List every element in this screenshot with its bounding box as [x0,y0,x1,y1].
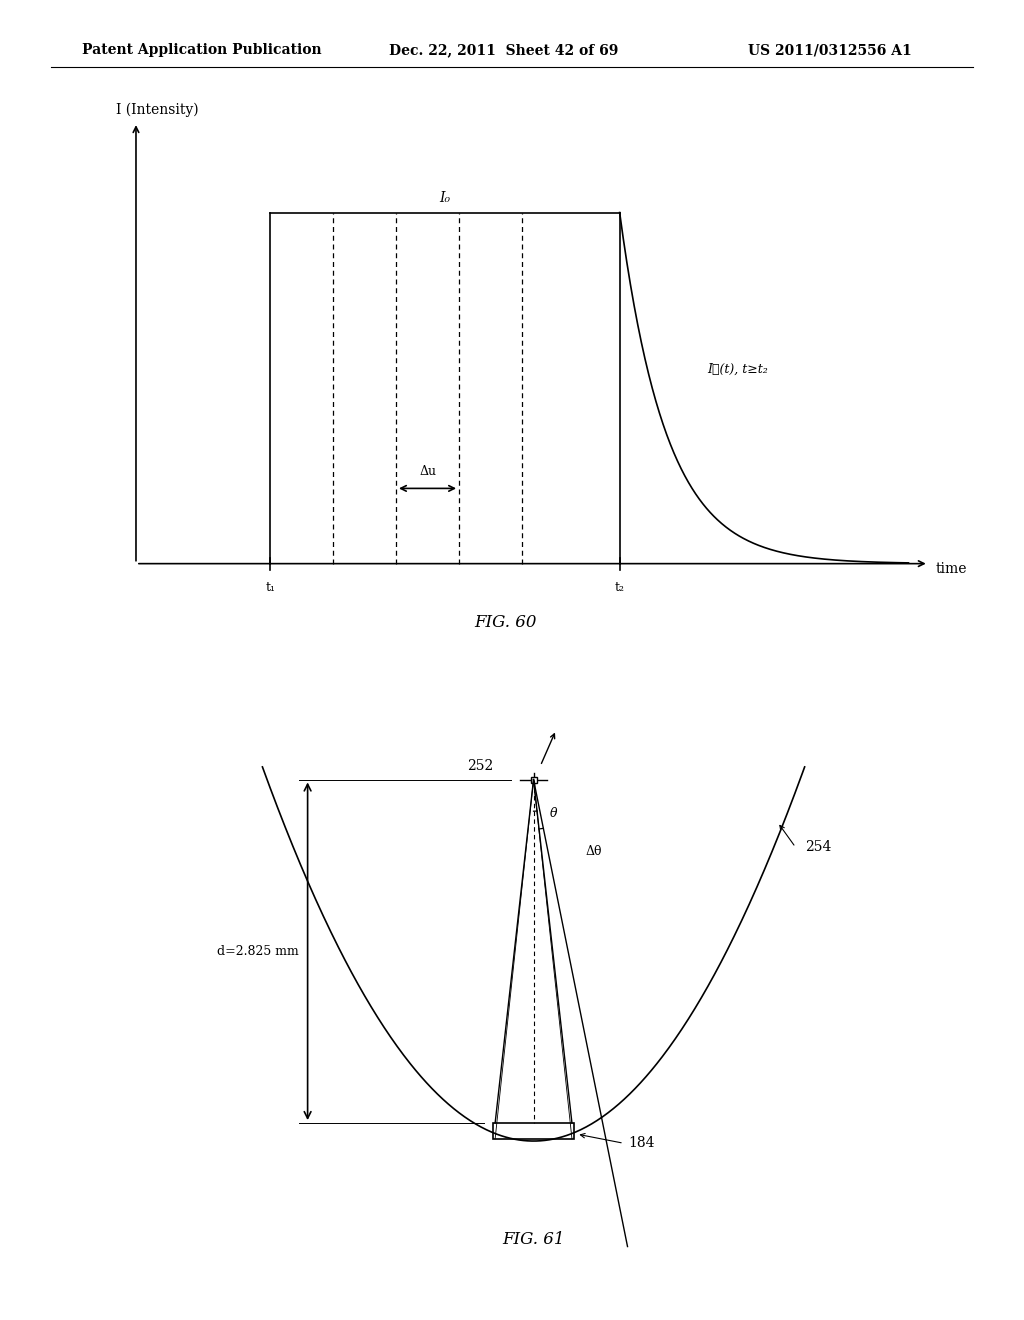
Text: US 2011/0312556 A1: US 2011/0312556 A1 [748,44,911,57]
Text: I₀: I₀ [439,191,451,205]
Text: FIG. 60: FIG. 60 [474,614,537,631]
Text: Δu: Δu [419,466,436,478]
Text: I⁦(t), t≥t₂: I⁦(t), t≥t₂ [707,363,768,376]
Text: FIG. 61: FIG. 61 [503,1232,565,1249]
Text: t₁: t₁ [265,581,275,594]
Bar [493,1123,574,1139]
Text: 254: 254 [805,841,831,854]
Text: time: time [935,561,967,576]
Text: d=2.825 mm: d=2.825 mm [217,945,299,958]
Text: 184: 184 [629,1137,655,1150]
Text: 252: 252 [467,759,493,774]
Text: t₂: t₂ [614,581,625,594]
Text: Δθ: Δθ [586,845,602,858]
Text: Patent Application Publication: Patent Application Publication [82,44,322,57]
Text: I (Intensity): I (Intensity) [116,103,199,117]
Text: Dec. 22, 2011  Sheet 42 of 69: Dec. 22, 2011 Sheet 42 of 69 [389,44,618,57]
Text: θ: θ [549,807,557,820]
